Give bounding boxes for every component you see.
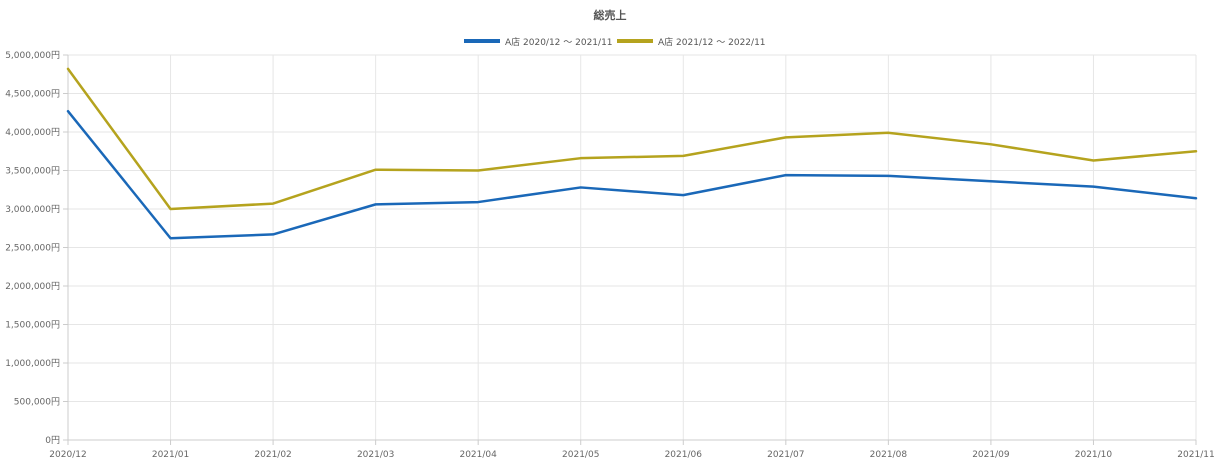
legend-item-2[interactable]: A店 2021/12 〜 2022/11 [617,36,766,48]
x-tick-label: 2021/01 [152,450,189,460]
y-tick-label: 3,000,000円 [5,204,60,215]
legend-item-1[interactable]: A店 2020/12 〜 2021/11 [464,36,613,48]
legend-label: A店 2020/12 〜 2021/11 [505,36,613,48]
x-tick-label: 2020/12 [49,450,86,460]
y-tick-label: 2,500,000円 [5,243,60,254]
y-tick-label: 4,500,000円 [5,89,60,100]
x-tick-label: 2021/09 [972,450,1010,460]
x-tick-label: 2021/10 [1075,450,1113,460]
legend-swatch [464,39,500,43]
legend[interactable]: A店 2020/12 〜 2021/11 A店 2021/12 〜 2022/11 [464,36,766,48]
x-tick-label: 2021/04 [459,450,497,460]
x-tick-label: 2021/08 [870,450,908,460]
legend-swatch [617,39,653,43]
x-tick-label: 2021/02 [254,450,291,460]
x-tick-label: 2021/11 [1177,450,1214,460]
y-tick-label: 5,000,000円 [5,50,60,61]
axes: 0円 500,000円 1,000,000円 1,500,000円 2,000,000円… [5,50,1215,460]
x-tick-label: 2021/03 [357,450,394,460]
y-tick-label: 0円 [45,435,60,446]
x-tick-label: 2021/06 [665,450,703,460]
y-tick-label: 3,500,000円 [5,166,60,177]
y-tick-label: 4,000,000円 [5,127,60,138]
y-tick-label: 2,000,000円 [5,281,60,292]
y-tick-label: 500,000円 [14,397,60,408]
series-lines [66,67,1198,240]
x-tick-label: 2021/07 [767,450,804,460]
series-line-2[interactable] [66,67,1198,211]
y-tick-label: 1,000,000円 [5,358,60,369]
grid [67,54,1197,441]
y-tick-label: 1,500,000円 [5,320,60,331]
chart-title: 総売上 [594,8,627,22]
legend-label: A店 2021/12 〜 2022/11 [658,36,766,48]
series-line-1[interactable] [66,109,1198,240]
x-tick-label: 2021/05 [562,450,599,460]
